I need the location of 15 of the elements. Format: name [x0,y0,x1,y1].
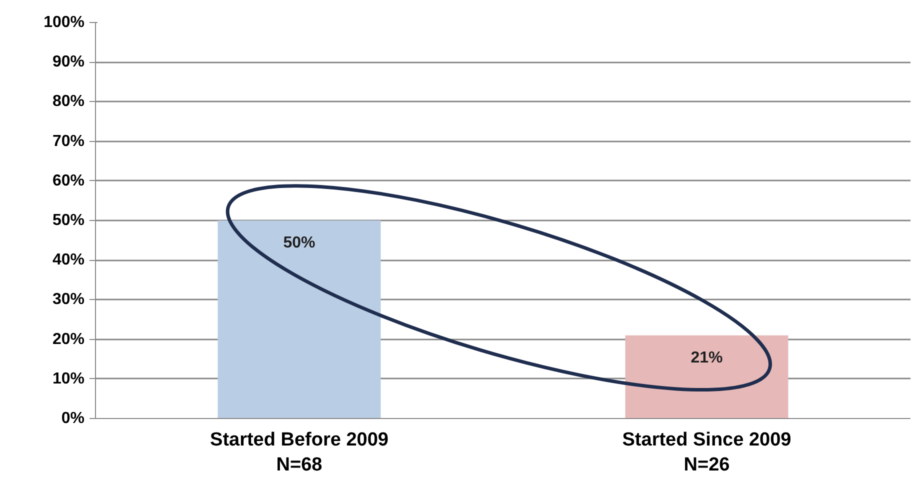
y-tick-label: 10% [52,370,85,388]
x-tick-label: Started Since 2009 N=26 [622,430,792,476]
y-tick-label: 70% [52,132,85,150]
y-tick-label: 20% [52,330,85,348]
y-tick-label: 50% [52,212,85,229]
y-tick-label: 30% [52,291,85,308]
y-tick-label: 80% [52,93,85,110]
y-tick-label: 90% [52,54,85,71]
y-tick-label: 100% [44,14,84,31]
y-tick-label: 60% [52,172,85,190]
y-tick-label: 40% [52,252,85,269]
data-label: 50% [283,234,316,252]
x-tick-label: Started Before 2009 N=68 [210,430,388,476]
y-tick-label: 0% [61,410,84,427]
data-label: 21% [690,349,723,366]
